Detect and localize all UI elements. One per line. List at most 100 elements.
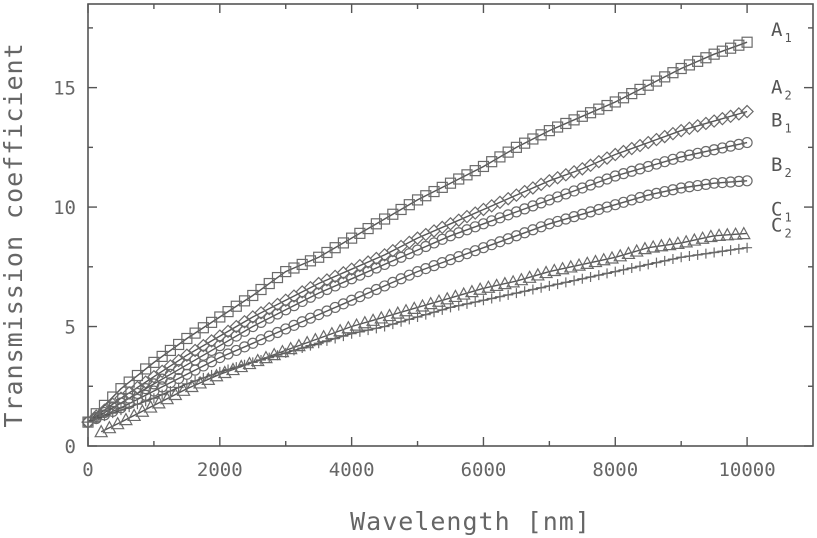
series-a1-point	[444, 177, 457, 189]
series-c1-point	[621, 246, 636, 260]
series-b1-point	[214, 340, 226, 352]
series-a1-point	[148, 356, 160, 368]
series-a2	[81, 104, 754, 429]
series-b2-point	[601, 201, 613, 213]
series-b1-point	[642, 160, 654, 173]
series-b1-point	[222, 335, 234, 347]
series-a2-point	[171, 353, 186, 368]
series-a2-point	[740, 104, 754, 119]
series-a1-point	[617, 92, 630, 104]
series-c2-point	[725, 245, 736, 256]
series-c1-label-main: C	[771, 198, 782, 220]
series-b1-point	[140, 383, 152, 395]
series-c2-point	[173, 382, 184, 393]
series-b2-point	[716, 176, 728, 189]
series-a1-point	[255, 283, 267, 296]
series-b1-label-sub: 1	[784, 122, 791, 136]
series-b2-point	[675, 182, 687, 194]
series-c2-line	[87, 247, 748, 423]
series-a2-point	[180, 348, 194, 363]
series-a1-point	[683, 59, 696, 71]
series-c1-point	[712, 228, 727, 241]
x-axis-title: Wavelength [nm]	[350, 507, 591, 536]
series-a2-point	[723, 109, 738, 124]
series-a2-point	[715, 111, 730, 126]
y-axis-title: Transmission coefficient	[0, 42, 28, 427]
series-c1-point	[662, 237, 677, 251]
series-b2-point	[650, 187, 663, 199]
series-c2-point	[379, 321, 390, 332]
series-b1-point	[716, 142, 728, 154]
series-c2-point	[577, 273, 588, 284]
series-a1-point	[420, 190, 432, 202]
series-c2-point	[420, 309, 431, 320]
series-c2-point	[272, 350, 283, 361]
series-a2-label-main: A	[771, 77, 783, 99]
series-c2-point	[643, 259, 654, 270]
series-c2-point	[148, 393, 159, 404]
series-labels: A 1A 2B 1B 2C 1C 2	[771, 19, 792, 240]
series-c1-point	[646, 239, 661, 253]
series-a1-point	[296, 258, 308, 271]
series-c1-point	[407, 301, 422, 314]
series-a1-point	[436, 181, 448, 193]
series-b1-point	[659, 156, 671, 168]
series-c1-label-sub: 1	[784, 210, 791, 224]
series-c2-point	[239, 359, 250, 370]
series-a1-point	[568, 114, 580, 126]
series-a1-point	[247, 289, 259, 302]
series-a2-point	[674, 123, 689, 138]
series-a1-point	[173, 338, 185, 351]
series-a1-point	[140, 363, 152, 375]
y-tick-label: 10	[53, 197, 76, 219]
plot-frame	[87, 3, 814, 447]
series-c2-point	[198, 372, 209, 383]
series-a1-point	[741, 36, 753, 48]
series-b1-point	[609, 170, 621, 182]
series-b2-point	[708, 177, 720, 189]
series-a2-point	[690, 119, 705, 133]
series-c2-point	[132, 399, 143, 410]
series-b1-point	[741, 136, 753, 149]
series-a1-point	[634, 83, 646, 96]
series-a2-label-sub: 2	[784, 89, 791, 103]
series-c2-point	[280, 347, 291, 358]
series-b2-point	[609, 199, 621, 211]
series-a1-point	[593, 103, 605, 115]
series-a2-point	[221, 324, 235, 339]
series-a1-point	[733, 39, 745, 51]
series-a1-point	[453, 173, 465, 185]
series-c2-point	[288, 345, 299, 356]
x-tick-label: 2000	[197, 459, 243, 481]
series-c2-point	[659, 255, 670, 266]
series-a1-point	[288, 262, 300, 274]
series-c2-point	[445, 302, 456, 313]
series-c2-point	[486, 293, 497, 304]
y-tick-label: 15	[53, 78, 76, 100]
series-a1-point	[527, 133, 539, 145]
series-c2-point	[124, 402, 135, 413]
series-a1-point	[584, 107, 597, 119]
series-c2-point	[634, 261, 645, 272]
series-c1-point	[563, 259, 578, 273]
series-b2-point	[568, 211, 580, 223]
series-a1-point	[576, 110, 588, 122]
series-c2-point	[297, 343, 308, 354]
series-c2-point	[437, 304, 448, 315]
x-tick-label: 6000	[461, 459, 507, 481]
series-c2-point	[569, 275, 580, 286]
series-b2-label-sub: 2	[784, 166, 791, 180]
series-c1-point	[506, 274, 521, 288]
series-a1-point	[716, 45, 728, 57]
series-c1-point	[341, 320, 356, 334]
x-tick-label: 10000	[718, 459, 775, 481]
series-a1-point	[692, 55, 704, 67]
series-c1-point	[572, 257, 587, 271]
series-c2-point	[181, 378, 192, 389]
series-a1-point	[626, 87, 638, 100]
series-b1-label-main: B	[771, 110, 782, 132]
